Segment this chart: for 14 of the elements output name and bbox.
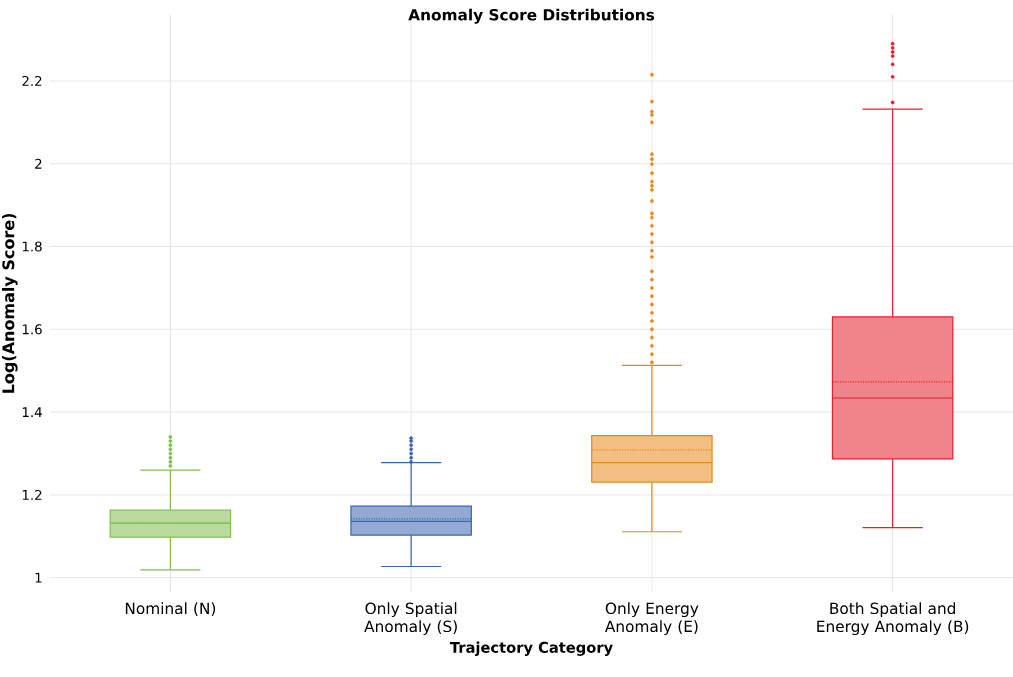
y-axis-title: Log(Anomaly Score) [1, 213, 18, 393]
y-tick-label: 2.2 [22, 75, 42, 86]
x-tick-label: Both Spatial and Energy Anomaly (B) [817, 602, 969, 635]
x-tick-label: Only Spatial Anomaly (S) [364, 602, 457, 635]
y-tick-label: 1.8 [22, 241, 42, 252]
y-tick-label: 1 [35, 572, 42, 583]
x-axis-title: Trajectory Category [449, 641, 613, 656]
x-tick-label: Nominal (N) [125, 602, 216, 616]
y-tick-label: 1.4 [22, 407, 42, 417]
y-tick-label: 1.6 [22, 324, 42, 335]
y-tick-label: 2 [35, 158, 42, 169]
x-tick-label: Only Energy Anomaly (E) [604, 602, 699, 635]
y-tick-label: 1.2 [22, 489, 42, 500]
chart-title: Anomaly Score Distributions [408, 8, 655, 24]
